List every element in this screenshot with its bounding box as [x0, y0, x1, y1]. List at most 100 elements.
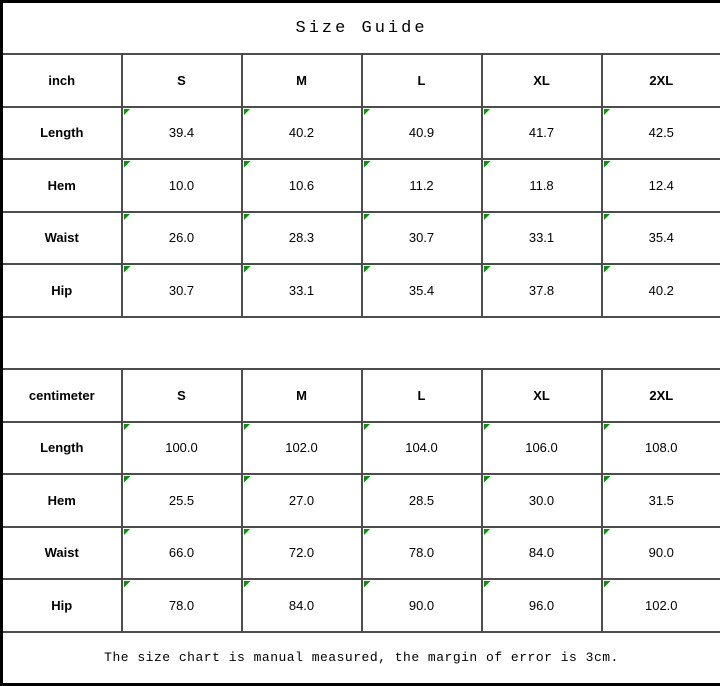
- stored-as-text-flag-icon: [364, 266, 371, 273]
- row-label: Length: [2, 422, 122, 475]
- stored-as-text-flag-icon: [124, 266, 131, 273]
- size-header-2xl: 2XL: [602, 369, 720, 422]
- size-cell: 35.4: [602, 212, 720, 265]
- cell-value: 10.0: [169, 178, 194, 193]
- stored-as-text-flag-icon: [604, 161, 611, 168]
- cell-value: 33.1: [289, 283, 314, 298]
- cell-value: 27.0: [289, 493, 314, 508]
- row-label: Length: [2, 107, 122, 160]
- cell-value: 37.8: [529, 283, 554, 298]
- centimeter-header-row: centimeter S M L XL 2XL: [2, 369, 720, 422]
- cell-value: 26.0: [169, 230, 194, 245]
- cell-value: 30.0: [529, 493, 554, 508]
- cell-value: 84.0: [289, 598, 314, 613]
- cell-value: 40.2: [289, 125, 314, 140]
- cell-value: 30.7: [169, 283, 194, 298]
- size-cell: 41.7: [482, 107, 602, 160]
- stored-as-text-flag-icon: [364, 581, 371, 588]
- stored-as-text-flag-icon: [484, 476, 491, 483]
- size-cell: 35.4: [362, 264, 482, 317]
- row-label: Hip: [2, 579, 122, 632]
- cell-value: 40.9: [409, 125, 434, 140]
- stored-as-text-flag-icon: [364, 476, 371, 483]
- size-header-xl: XL: [482, 369, 602, 422]
- row-label: Waist: [2, 527, 122, 580]
- stored-as-text-flag-icon: [484, 581, 491, 588]
- stored-as-text-flag-icon: [364, 529, 371, 536]
- size-cell: 37.8: [482, 264, 602, 317]
- stored-as-text-flag-icon: [484, 214, 491, 221]
- table-row: Length 39.4 40.2 40.9 41.7 42.5: [2, 107, 720, 160]
- cell-value: 104.0: [405, 440, 438, 455]
- size-cell: 66.0: [122, 527, 242, 580]
- stored-as-text-flag-icon: [364, 109, 371, 116]
- cell-value: 33.1: [529, 230, 554, 245]
- size-cell: 104.0: [362, 422, 482, 475]
- unit-header-centimeter: centimeter: [2, 369, 122, 422]
- cell-value: 106.0: [525, 440, 558, 455]
- stored-as-text-flag-icon: [484, 266, 491, 273]
- row-label: Hip: [2, 264, 122, 317]
- size-cell: 25.5: [122, 474, 242, 527]
- stored-as-text-flag-icon: [604, 424, 611, 431]
- size-cell: 102.0: [602, 579, 720, 632]
- title-row: Size Guide: [2, 2, 720, 55]
- size-header-l: L: [362, 54, 482, 107]
- table-row: Hem 25.5 27.0 28.5 30.0 31.5: [2, 474, 720, 527]
- stored-as-text-flag-icon: [364, 214, 371, 221]
- size-header-s: S: [122, 369, 242, 422]
- table-row: Hip 30.7 33.1 35.4 37.8 40.2: [2, 264, 720, 317]
- size-cell: 30.0: [482, 474, 602, 527]
- cell-value: 12.4: [649, 178, 674, 193]
- size-cell: 33.1: [242, 264, 362, 317]
- size-header-m: M: [242, 369, 362, 422]
- size-header-m: M: [242, 54, 362, 107]
- size-cell: 42.5: [602, 107, 720, 160]
- table-row: Waist 26.0 28.3 30.7 33.1 35.4: [2, 212, 720, 265]
- size-cell: 72.0: [242, 527, 362, 580]
- cell-value: 11.2: [409, 178, 433, 193]
- unit-header-inch: inch: [2, 54, 122, 107]
- spacer-cell: [2, 317, 720, 370]
- size-cell: 11.2: [362, 159, 482, 212]
- stored-as-text-flag-icon: [244, 109, 251, 116]
- cell-value: 72.0: [289, 545, 314, 560]
- stored-as-text-flag-icon: [484, 161, 491, 168]
- stored-as-text-flag-icon: [364, 161, 371, 168]
- size-header-xl: XL: [482, 54, 602, 107]
- row-label: Hem: [2, 159, 122, 212]
- table-row: Hip 78.0 84.0 90.0 96.0 102.0: [2, 579, 720, 632]
- cell-value: 96.0: [529, 598, 554, 613]
- stored-as-text-flag-icon: [604, 581, 611, 588]
- stored-as-text-flag-icon: [484, 529, 491, 536]
- size-cell: 10.6: [242, 159, 362, 212]
- size-cell: 12.4: [602, 159, 720, 212]
- stored-as-text-flag-icon: [484, 424, 491, 431]
- size-cell: 28.5: [362, 474, 482, 527]
- stored-as-text-flag-icon: [604, 529, 611, 536]
- stored-as-text-flag-icon: [484, 109, 491, 116]
- spacer-row: [2, 317, 720, 370]
- size-cell: 96.0: [482, 579, 602, 632]
- cell-value: 35.4: [649, 230, 674, 245]
- size-cell: 33.1: [482, 212, 602, 265]
- table-row: Hem 10.0 10.6 11.2 11.8 12.4: [2, 159, 720, 212]
- size-cell: 90.0: [602, 527, 720, 580]
- stored-as-text-flag-icon: [604, 266, 611, 273]
- cell-value: 66.0: [169, 545, 194, 560]
- size-cell: 30.7: [122, 264, 242, 317]
- size-cell: 30.7: [362, 212, 482, 265]
- size-cell: 78.0: [362, 527, 482, 580]
- measurement-note: The size chart is manual measured, the m…: [2, 632, 720, 685]
- cell-value: 90.0: [649, 545, 674, 560]
- cell-value: 42.5: [649, 125, 674, 140]
- size-cell: 90.0: [362, 579, 482, 632]
- size-header-s: S: [122, 54, 242, 107]
- size-cell: 108.0: [602, 422, 720, 475]
- stored-as-text-flag-icon: [124, 581, 131, 588]
- stored-as-text-flag-icon: [364, 424, 371, 431]
- cell-value: 90.0: [409, 598, 434, 613]
- cell-value: 31.5: [649, 493, 674, 508]
- cell-value: 28.3: [289, 230, 314, 245]
